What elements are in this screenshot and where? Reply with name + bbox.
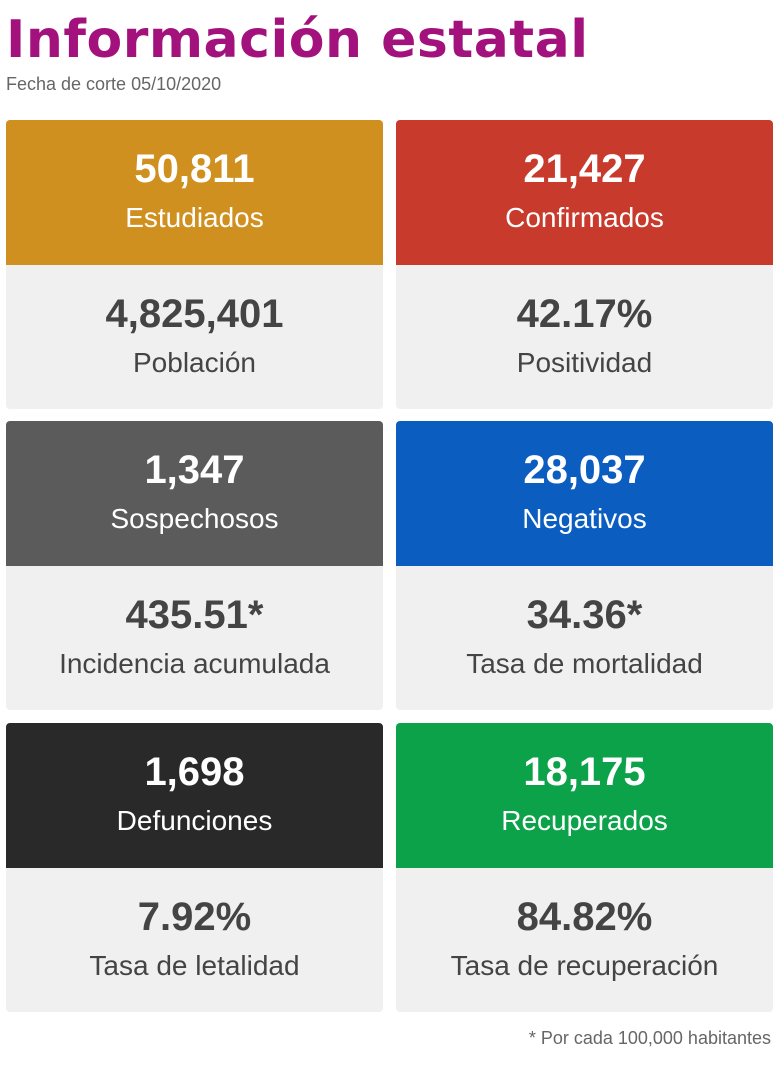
stat-value: 28,037 [523, 448, 646, 492]
detail-value: 42.17% [516, 292, 653, 336]
stat-card-header: 21,427 Confirmados [396, 120, 773, 265]
stat-card-header: 1,698 Defunciones [6, 723, 383, 868]
detail-label: Tasa de recuperación [450, 950, 719, 981]
stat-card-header: 1,347 Sospechosos [6, 421, 383, 566]
stat-value: 1,347 [144, 448, 245, 492]
detail-value: 435.51* [125, 593, 264, 637]
detail-label: Incidencia acumulada [59, 648, 330, 679]
detail-label: Positividad [516, 347, 653, 378]
detail-label: Tasa de letalidad [89, 950, 300, 981]
footnote: * Por cada 100,000 habitantes [528, 1028, 771, 1048]
stat-value: 21,427 [523, 147, 646, 191]
stat-card-recuperados: 18,175 Recuperados 84.82% Tasa de recupe… [396, 723, 773, 1012]
stat-card-header: 28,037 Negativos [396, 421, 773, 566]
detail-label: Población [133, 347, 256, 378]
stat-label: Negativos [522, 503, 647, 534]
stat-label: Recuperados [501, 805, 668, 836]
stat-card-detail: 7.92% Tasa de letalidad [6, 868, 383, 1012]
detail-value: 7.92% [137, 895, 252, 939]
stat-card-detail: 435.51* Incidencia acumulada [6, 566, 383, 710]
stat-label: Confirmados [505, 202, 664, 233]
stat-card-detail: 42.17% Positividad [396, 265, 773, 409]
stat-value: 1,698 [144, 750, 245, 794]
stat-label: Estudiados [125, 202, 264, 233]
stat-card-estudiados: 50,811 Estudiados 4,825,401 Población [6, 120, 383, 409]
stat-label: Sospechosos [110, 503, 279, 534]
stat-card-negativos: 28,037 Negativos 34.36* Tasa de mortalid… [396, 421, 773, 710]
page-title: Información estatal [6, 10, 589, 70]
stat-label: Defunciones [116, 805, 273, 836]
stat-value: 50,811 [134, 147, 255, 191]
stat-card-header: 50,811 Estudiados [6, 120, 383, 265]
detail-value: 84.82% [516, 895, 653, 939]
stat-card-detail: 84.82% Tasa de recuperación [396, 868, 773, 1012]
stat-card-sospechosos: 1,347 Sospechosos 435.51* Incidencia acu… [6, 421, 383, 710]
stat-value: 18,175 [523, 750, 646, 794]
stat-card-detail: 4,825,401 Población [6, 265, 383, 409]
detail-label: Tasa de mortalidad [466, 648, 703, 679]
detail-value: 4,825,401 [105, 292, 284, 336]
stat-card-confirmados: 21,427 Confirmados 42.17% Positividad [396, 120, 773, 409]
cutoff-date: Fecha de corte 05/10/2020 [6, 74, 222, 94]
stat-card-detail: 34.36* Tasa de mortalidad [396, 566, 773, 710]
stat-card-header: 18,175 Recuperados [396, 723, 773, 868]
stat-card-defunciones: 1,698 Defunciones 7.92% Tasa de letalida… [6, 723, 383, 1012]
detail-value: 34.36* [526, 593, 643, 637]
